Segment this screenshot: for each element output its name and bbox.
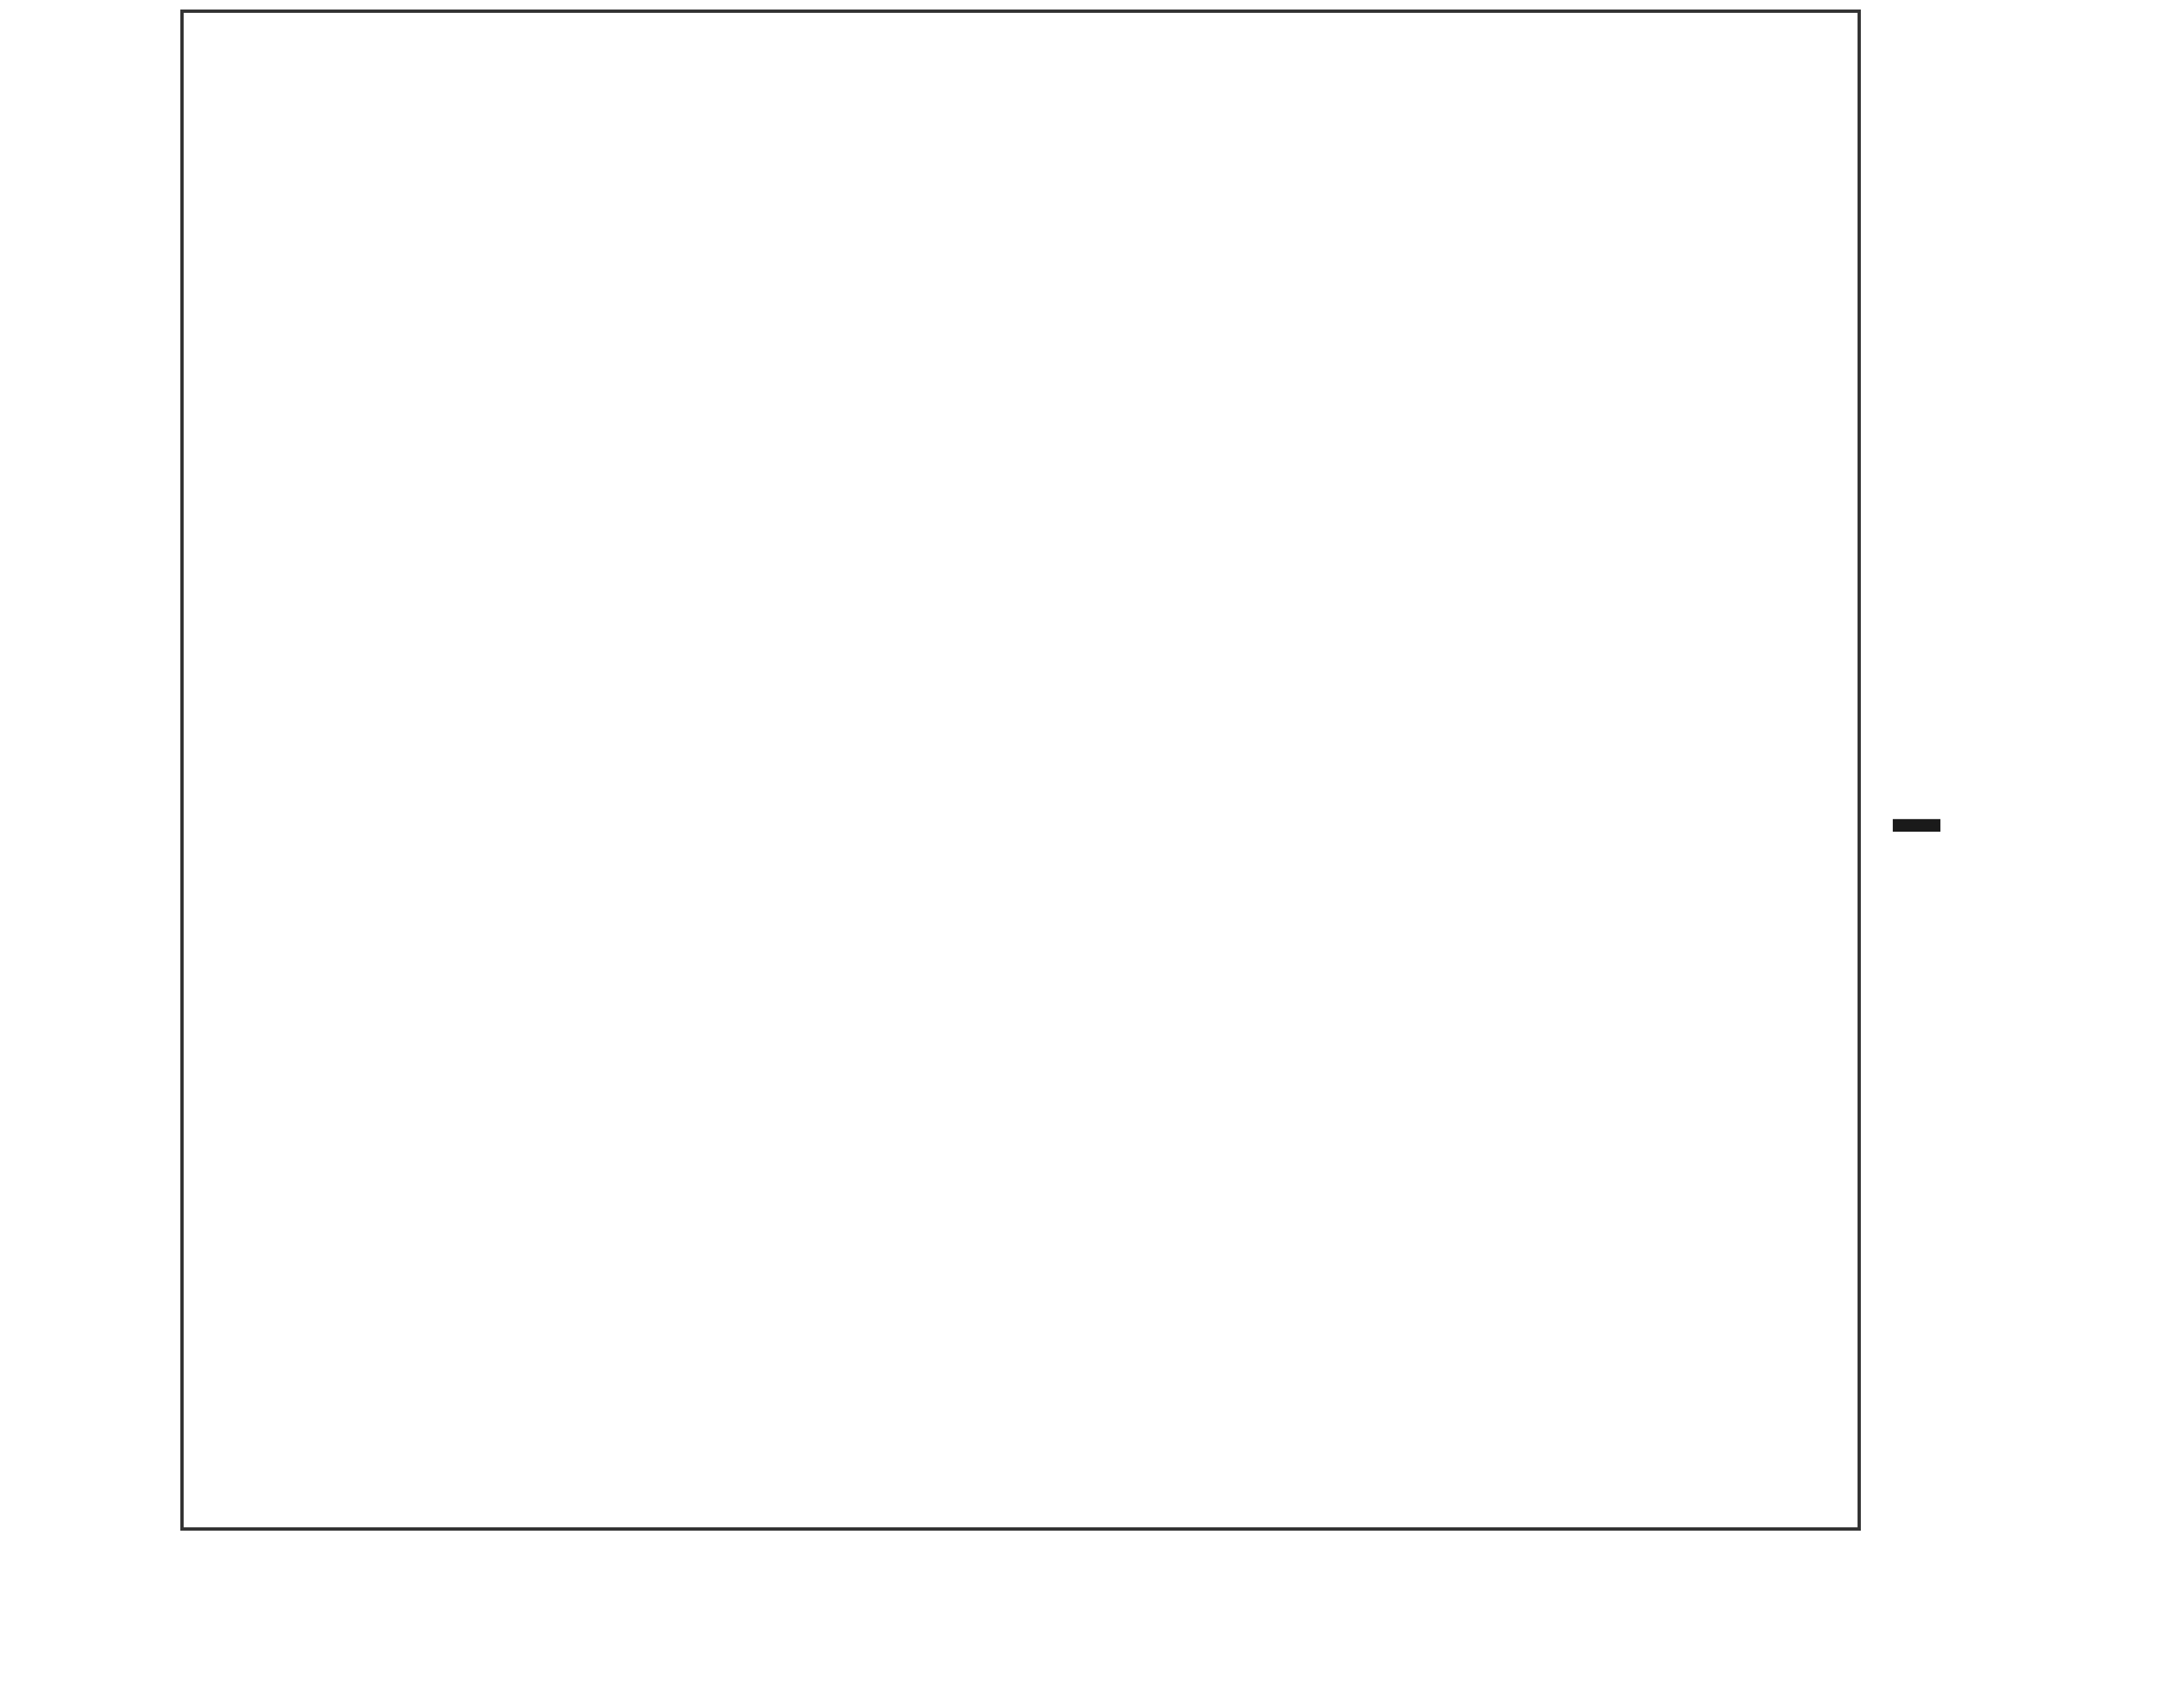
plot-panel [182,11,1859,1529]
legend [1893,819,1940,832]
legend-key-line [1893,819,1940,832]
panel-border [180,10,1861,1531]
